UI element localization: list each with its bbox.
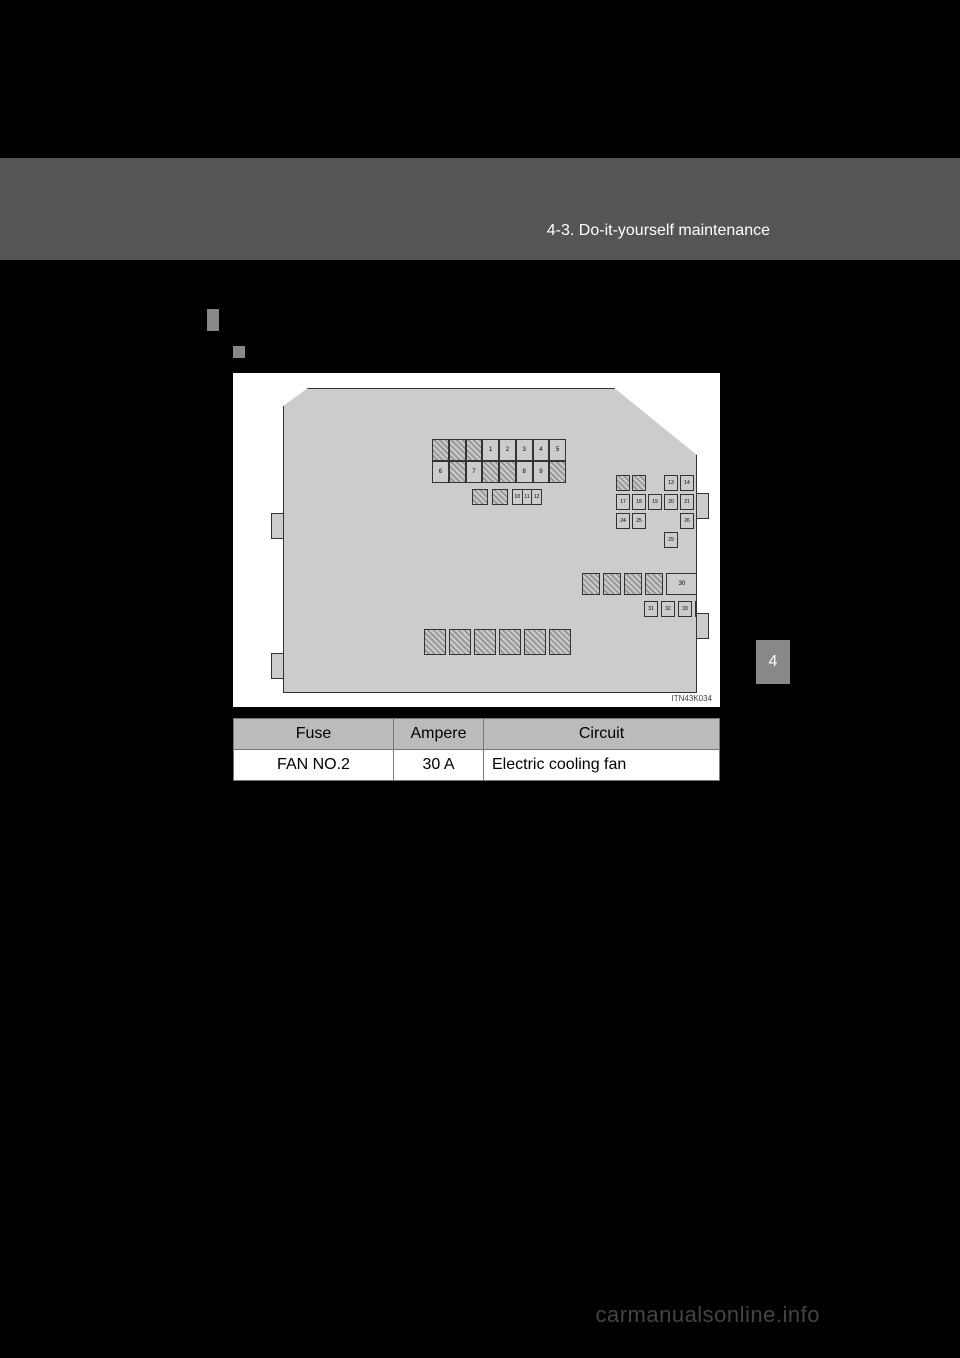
- fuse-cluster-right: 13 14 15 16 17 18 19 20 21 22 23 24 25 2…: [616, 475, 736, 551]
- fuse-slot: 21: [680, 494, 694, 510]
- fuse-slot: 33: [678, 601, 692, 617]
- fuse-label: 10: [513, 490, 522, 504]
- fuse-slot: 13: [664, 475, 678, 491]
- heading-marker: [207, 309, 219, 331]
- fuse-slot: 19: [648, 494, 662, 510]
- fusebox-outline: 1 2 3 4 5 6 7 8 9 10 11: [283, 388, 697, 693]
- fuse-slot: 28: [712, 513, 726, 529]
- fuse-label: 11: [522, 490, 532, 504]
- fuse-small-block: 10 11 12: [472, 489, 542, 505]
- fuse-slot: [492, 489, 508, 505]
- fuse-box-diagram: 1 2 3 4 5 6 7 8 9 10 11: [233, 373, 720, 707]
- cell-ampere: 30 A: [394, 750, 484, 781]
- subheading-marker: [233, 346, 245, 358]
- fuse-slot: 20: [664, 494, 678, 510]
- fuse-slot: 2: [499, 439, 516, 461]
- fuse-slot: 7: [466, 461, 483, 483]
- cell-circuit: Electric cooling fan: [484, 750, 720, 781]
- fuse-slot: 4: [533, 439, 550, 461]
- fuse-slot: [549, 461, 566, 483]
- fuse-slot: 14: [680, 475, 694, 491]
- fuse-slot: [449, 461, 466, 483]
- table-row: FAN NO.2 30 A Electric cooling fan: [234, 750, 720, 781]
- fuse-slot: [549, 629, 571, 655]
- fuse-slot: [603, 573, 621, 595]
- fuse-table: Fuse Ampere Circuit FAN NO.2 30 A Electr…: [233, 718, 720, 781]
- fuse-slot: [582, 573, 600, 595]
- fuse-slot: 8: [516, 461, 533, 483]
- fuse-slot: 16: [712, 475, 726, 491]
- fuse-slot: 6: [432, 461, 449, 483]
- fuse-lower-hatch-row: [424, 629, 571, 655]
- fuse-slot: 32: [661, 601, 675, 617]
- fuse-slot: [472, 489, 488, 505]
- cell-fuse: FAN NO.2: [234, 750, 394, 781]
- fuse-slot: 3: [516, 439, 533, 461]
- fuse-grid-upper: 1 2 3 4 5 6 7 8 9: [432, 439, 566, 483]
- fuse-label: 12: [531, 490, 541, 504]
- fuse-slot: 31: [644, 601, 658, 617]
- fuse-slot: 15: [696, 475, 710, 491]
- fuse-slot: 17: [616, 494, 630, 510]
- fuse-slot: [432, 439, 449, 461]
- fuse-slot: [466, 439, 483, 461]
- table-header-circuit: Circuit: [484, 719, 720, 750]
- fuse-slot: [474, 629, 496, 655]
- diagram-image-id: ITN43K034: [672, 694, 712, 703]
- fuse-slot: 24: [616, 513, 630, 529]
- fuse-slot: [499, 461, 516, 483]
- fuse-slot: [499, 629, 521, 655]
- table-header-ampere: Ampere: [394, 719, 484, 750]
- fuse-slot: 9: [533, 461, 550, 483]
- fuse-slot: 5: [549, 439, 566, 461]
- fuse-slot: 1: [482, 439, 499, 461]
- fuse-slot: 18: [632, 494, 646, 510]
- fuse-slot: [624, 573, 642, 595]
- fuse-slot: 26: [680, 513, 694, 529]
- fuse-slot: [482, 461, 499, 483]
- fuse-slot: [524, 629, 546, 655]
- fuse-slot: [645, 573, 663, 595]
- fuse-slot: 30: [666, 573, 698, 595]
- fuse-slot: [424, 629, 446, 655]
- fuse-slot: 23: [712, 494, 726, 510]
- fuse-slot: 25: [632, 513, 646, 529]
- fuse-slot: [616, 475, 630, 491]
- watermark: carmanualsonline.info: [595, 1302, 820, 1328]
- fuse-slot: 29: [664, 532, 678, 548]
- fuse-slot-multi: 10 11 12: [512, 489, 542, 505]
- section-header-band: [0, 158, 960, 260]
- fuse-slot: [449, 629, 471, 655]
- fuse-big-row: 30: [582, 573, 698, 595]
- breadcrumb: 4-3. Do-it-yourself maintenance: [547, 222, 770, 240]
- table-header-fuse: Fuse: [234, 719, 394, 750]
- fuse-slot: [632, 475, 646, 491]
- fuse-slot: [449, 439, 466, 461]
- chapter-tab: 4: [756, 640, 790, 684]
